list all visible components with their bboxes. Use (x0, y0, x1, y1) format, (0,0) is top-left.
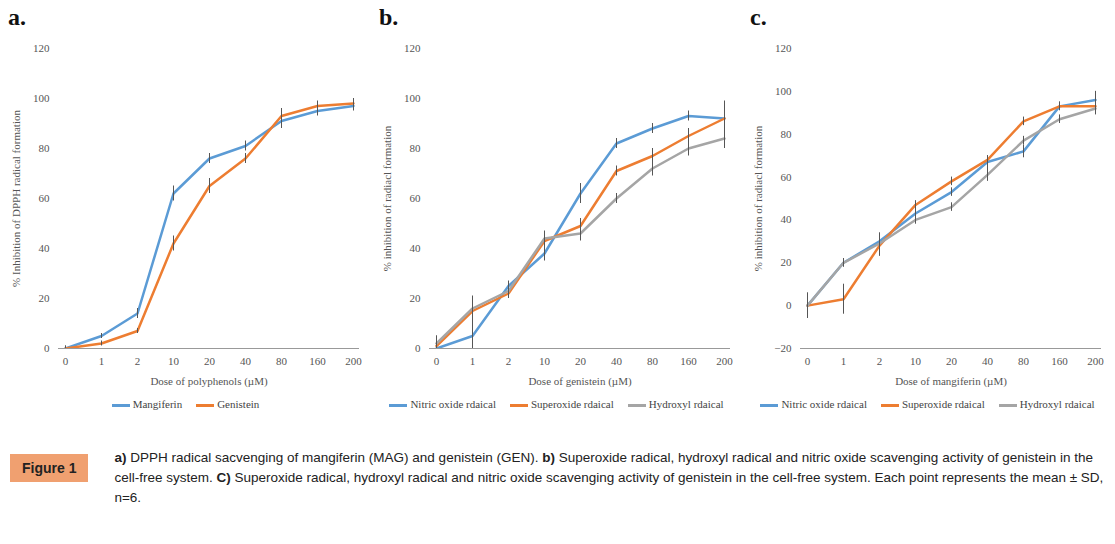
svg-text:% inhibition of radiacl format: % inhibition of radiacl formation (381, 125, 393, 271)
html-text:b.: b. (379, 4, 399, 30)
svg-text:40: 40 (39, 242, 51, 254)
html-text:Figure 1: Figure 1 (22, 460, 77, 476)
svg-text:80: 80 (647, 355, 659, 367)
svg-text:2: 2 (135, 355, 141, 367)
svg-text:20: 20 (204, 355, 216, 367)
html-text:Nitric oxide rdaical: Nitric oxide rdaical (781, 398, 867, 410)
svg-text:10: 10 (910, 355, 922, 367)
svg-text:120: 120 (775, 42, 792, 54)
svg-text:40: 40 (410, 242, 422, 254)
svg-text:10: 10 (168, 355, 180, 367)
svg-text:60: 60 (39, 192, 51, 204)
svg-text:80: 80 (410, 142, 422, 154)
html-text:Superoxide rdaical: Superoxide rdaical (902, 398, 985, 410)
svg-text:Dose of polyphenols (µM): Dose of polyphenols (µM) (150, 375, 268, 388)
svg-text:10: 10 (539, 355, 551, 367)
svg-text:200: 200 (1087, 355, 1104, 367)
svg-text:200: 200 (716, 355, 733, 367)
svg-text:0: 0 (434, 355, 440, 367)
svg-text:0: 0 (805, 355, 811, 367)
svg-text:20: 20 (781, 256, 793, 268)
svg-text:40: 40 (982, 355, 994, 367)
svg-text:40: 40 (781, 213, 793, 225)
html-text:Genistein: Genistein (217, 398, 260, 410)
svg-text:1: 1 (841, 355, 847, 367)
svg-text:Dose of genistein (µM): Dose of genistein (µM) (528, 375, 632, 388)
svg-text:40: 40 (240, 355, 252, 367)
svg-text:80: 80 (276, 355, 288, 367)
svg-text:160: 160 (1051, 355, 1068, 367)
html-text:Superoxide rdaical: Superoxide rdaical (531, 398, 614, 410)
svg-text:120: 120 (33, 42, 50, 54)
svg-text:Dose of mangiferin (µM): Dose of mangiferin (µM) (895, 375, 1007, 388)
svg-text:20: 20 (410, 292, 422, 304)
svg-text:2: 2 (877, 355, 883, 367)
svg-text:40: 40 (611, 355, 623, 367)
svg-text:0: 0 (415, 342, 421, 354)
svg-text:200: 200 (345, 355, 362, 367)
svg-text:100: 100 (775, 85, 792, 97)
svg-text:0: 0 (63, 355, 69, 367)
svg-text:0: 0 (44, 342, 50, 354)
html-text:Mangiferin: Mangiferin (132, 398, 183, 410)
svg-text:0: 0 (786, 299, 792, 311)
html-text:Nitric oxide rdaical: Nitric oxide rdaical (410, 398, 496, 410)
svg-text:20: 20 (39, 292, 51, 304)
svg-text:160: 160 (309, 355, 326, 367)
svg-text:20: 20 (946, 355, 958, 367)
svg-text:% inhibition of radiacl format: % inhibition of radiacl formation (752, 125, 764, 271)
svg-text:% Inhibition of DPPH radical f: % Inhibition of DPPH radical formation (10, 110, 22, 287)
svg-text:−20: −20 (774, 342, 792, 354)
svg-text:80: 80 (1018, 355, 1030, 367)
svg-text:80: 80 (39, 142, 51, 154)
svg-text:120: 120 (404, 42, 421, 54)
svg-text:160: 160 (680, 355, 697, 367)
svg-text:100: 100 (404, 92, 421, 104)
svg-text:60: 60 (410, 192, 422, 204)
svg-text:2: 2 (506, 355, 512, 367)
html-text:c.: c. (750, 4, 767, 30)
svg-text:1: 1 (470, 355, 476, 367)
svg-text:1: 1 (99, 355, 105, 367)
html-text:Hydroxyl rdaical: Hydroxyl rdaical (1019, 398, 1095, 410)
svg-text:80: 80 (781, 128, 793, 140)
html-text:a.: a. (8, 4, 26, 30)
html-text:Hydroxyl rdaical: Hydroxyl rdaical (648, 398, 724, 410)
svg-text:20: 20 (575, 355, 587, 367)
svg-text:100: 100 (33, 92, 50, 104)
html-text:a) DPPH radical sacvenging of: a) DPPH radical sacvenging of mangiferin… (114, 450, 1104, 505)
svg-text:60: 60 (781, 171, 793, 183)
